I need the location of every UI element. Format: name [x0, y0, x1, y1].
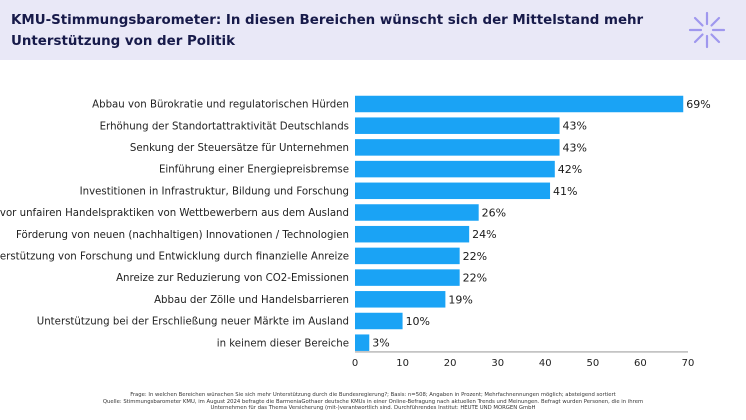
category-label-9: Anreize zur Reduzierung von CO2-Emission… — [116, 273, 349, 284]
x-tick-label-70: 70 — [682, 358, 695, 369]
value-label-11: 10% — [406, 315, 430, 328]
value-label-7: 24% — [472, 228, 496, 241]
bar-1 — [355, 95, 684, 113]
x-tick-label-40: 40 — [539, 358, 552, 369]
bar-6 — [355, 204, 479, 221]
value-label-1: 69% — [686, 98, 710, 111]
bar-3 — [355, 139, 560, 156]
x-tick-label-0: 0 — [352, 358, 358, 369]
category-label-6: Schutz vor unfairen Handelspraktiken von… — [0, 208, 349, 219]
sparkle-logo-icon — [688, 11, 726, 49]
page-title: KMU-Stimmungsbarometer: In diesen Bereic… — [11, 10, 671, 52]
value-label-9: 22% — [463, 272, 487, 285]
bar-10 — [355, 291, 446, 308]
footnote-question: Frage: In welchen Bereichen wünschen Sie… — [130, 392, 616, 398]
category-label-3: Senkung der Steuersätze für Unternehmen — [130, 143, 349, 154]
category-label-2: Erhöhung der Standortattraktivität Deuts… — [100, 121, 349, 132]
category-label-7: Förderung von neuen (nachhaltigen) Innov… — [16, 230, 349, 241]
value-label-10: 19% — [448, 293, 472, 306]
bar-2 — [355, 117, 560, 134]
value-label-5: 41% — [553, 185, 577, 198]
x-tick-label-50: 50 — [586, 358, 599, 369]
value-label-4: 42% — [558, 163, 582, 176]
category-label-8: Unterstützung von Forschung und Entwickl… — [0, 252, 349, 263]
footnote-source: Quelle: Stimmungsbarometer KMU, im Augus… — [102, 398, 644, 405]
value-label-6: 26% — [482, 207, 506, 220]
bar-8 — [355, 247, 460, 265]
header-banner: KMU-Stimmungsbarometer: In diesen Bereic… — [0, 0, 746, 60]
bar-5 — [355, 182, 551, 200]
value-label-3: 43% — [563, 141, 587, 154]
bar-4 — [355, 160, 555, 178]
footnote-institute: Unternehmen für das Thema Versicherung (… — [210, 405, 536, 412]
category-label-1: Abbau von Bürokratie und regulatorischen… — [92, 100, 349, 111]
category-label-12: in keinem dieser Bereiche — [217, 338, 349, 349]
title-line-1: KMU-Stimmungsbarometer: In diesen Bereic… — [11, 13, 644, 28]
bar-chart: Abbau von Bürokratie und regulatorischen… — [0, 95, 711, 369]
value-label-12: 3% — [372, 337, 389, 350]
bar-7 — [355, 225, 470, 243]
x-tick-label-60: 60 — [634, 358, 647, 369]
bar-12 — [355, 334, 370, 351]
x-tick-label-20: 20 — [444, 358, 457, 369]
category-label-11: Unterstützung bei der Erschließung neuer… — [37, 317, 349, 328]
value-label-2: 43% — [563, 120, 587, 133]
bar-11 — [355, 312, 403, 330]
category-label-10: Abbau der Zölle und Handelsbarrieren — [154, 295, 349, 306]
category-label-5: Investitionen in Infrastruktur, Bildung … — [80, 186, 349, 197]
chart-footnote: Frage: In welchen Bereichen wünschen Sie… — [60, 392, 686, 412]
value-label-8: 22% — [463, 250, 487, 263]
x-tick-label-30: 30 — [491, 358, 504, 369]
title-line-2: Unterstützung von der Politik — [11, 34, 236, 49]
category-label-4: Einführung einer Energiepreisbremse — [159, 165, 349, 176]
bar-9 — [355, 269, 460, 286]
x-tick-label-10: 10 — [396, 358, 409, 369]
